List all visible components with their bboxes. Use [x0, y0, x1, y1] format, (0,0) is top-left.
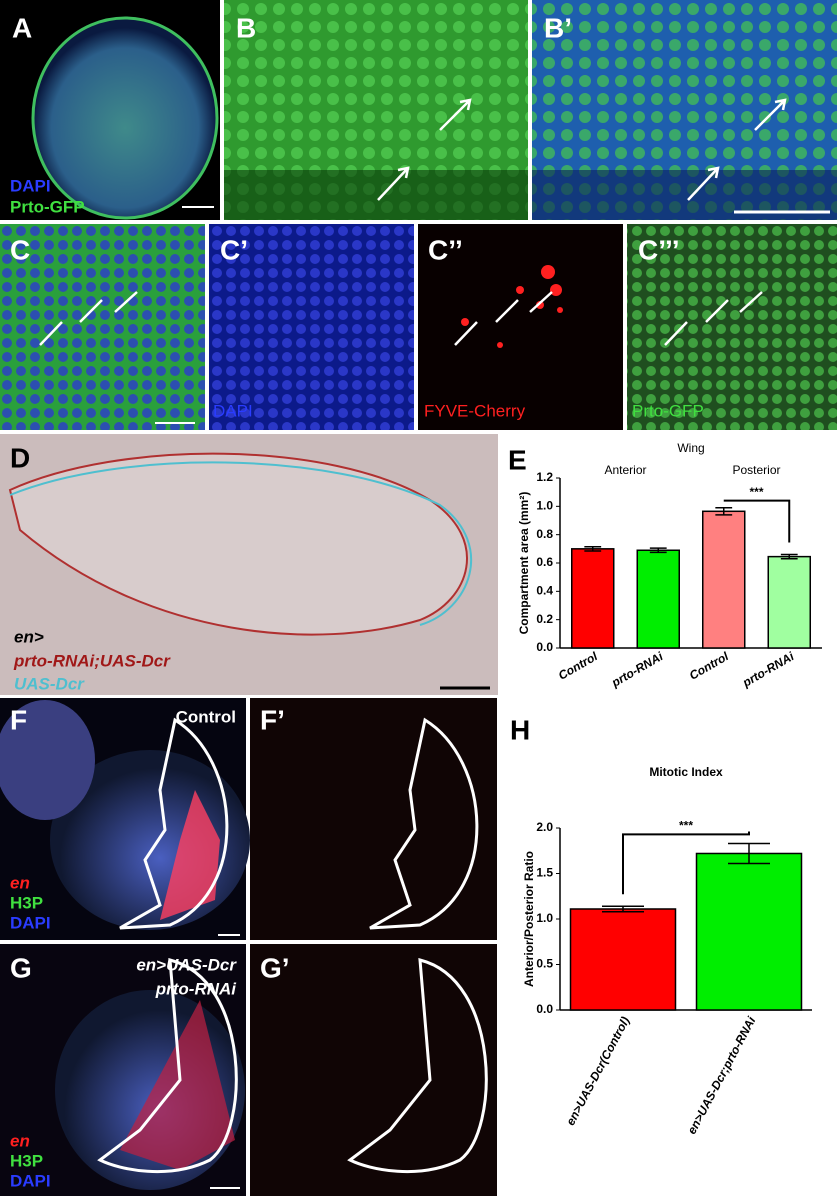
- y-tick-label: 0.8: [536, 527, 553, 541]
- bar: [702, 510, 746, 649]
- image-panel: [250, 944, 497, 1196]
- panel-label: G: [10, 952, 32, 983]
- y-tick-label: 0.6: [536, 555, 553, 569]
- stain-label: FYVE-Cherry: [424, 401, 526, 420]
- puncta: [461, 265, 563, 348]
- panel-label: C’’: [428, 234, 463, 265]
- y-tick-label: 1.5: [536, 866, 553, 880]
- outline: [119, 717, 229, 930]
- y-axis-label: Compartment area (mm²): [517, 492, 531, 635]
- genotype: prto-RNAi;UAS-Dcr: [13, 651, 171, 670]
- panel-label: D: [10, 442, 30, 473]
- stain-label: DAPI: [213, 401, 253, 420]
- significance-label: ***: [679, 819, 693, 833]
- bar: [571, 548, 615, 649]
- y-tick-label: 1.0: [536, 911, 553, 925]
- image-panel: [627, 224, 837, 430]
- condition: Control: [176, 707, 236, 726]
- bar: [767, 555, 811, 649]
- x-tick-label: Control: [687, 649, 732, 683]
- group-label: Anterior: [604, 463, 646, 477]
- genotype: prto-RNAi: [155, 979, 238, 998]
- stain-label: Prto-GFP: [10, 197, 85, 216]
- y-tick-label: 1.0: [536, 499, 553, 513]
- significance-bracket: [723, 499, 791, 543]
- y-tick-label: 0.2: [536, 612, 553, 626]
- image-panel: [418, 224, 623, 430]
- y-tick-label: 2.0: [536, 820, 553, 834]
- outline: [369, 717, 479, 930]
- bar: [569, 908, 677, 1011]
- group-label: Posterior: [732, 463, 780, 477]
- image-panel: [250, 698, 497, 940]
- x-tick-label: en>UAS-Dcr;prto-RNAi: [685, 1014, 759, 1137]
- x-tick-label: en>UAS-Dcr(Control): [563, 1014, 632, 1127]
- disc: [0, 700, 95, 820]
- panel-label: G’: [260, 952, 290, 983]
- panel-label: F’: [260, 704, 285, 735]
- panel-label: C’: [220, 234, 248, 265]
- y-axis-label: Anterior/Posterior Ratio: [522, 851, 536, 987]
- panel-label: E: [508, 444, 527, 475]
- image-panel: [209, 224, 414, 430]
- x-tick-label: prto-RNAi: [739, 649, 797, 690]
- panel-label: H: [510, 714, 530, 745]
- panel-label: C’’’: [638, 234, 679, 265]
- y-tick-label: 1.2: [536, 470, 553, 484]
- disc: [31, 16, 219, 220]
- panel-label: F: [10, 704, 27, 735]
- panel-label: B’: [544, 12, 572, 43]
- stain-label: DAPI: [10, 1171, 51, 1190]
- chart-title: Wing: [677, 441, 704, 455]
- y-tick-label: 0.0: [536, 640, 553, 654]
- stain-label: DAPI: [10, 176, 51, 195]
- stain-label: Prto-GFP: [632, 401, 704, 420]
- stain-label: en: [10, 873, 30, 892]
- en-region: [160, 790, 220, 920]
- bar: [695, 852, 803, 1011]
- stain-label: en: [10, 1131, 30, 1150]
- y-tick-label: 0.5: [536, 957, 553, 971]
- x-tick-label: Control: [556, 649, 601, 683]
- significance-label: ***: [749, 485, 763, 499]
- image-shadow: [224, 170, 528, 220]
- genotype: en>: [14, 627, 44, 646]
- x-tick-label: prto-RNAi: [608, 649, 666, 690]
- outline: [97, 958, 238, 1173]
- chart-title: Mitotic Index: [649, 765, 723, 779]
- stain-label: H3P: [10, 893, 43, 912]
- wing: [8, 452, 468, 636]
- bar: [636, 549, 680, 649]
- genotype: en>UAS-Dcr: [136, 955, 237, 974]
- arrows: [377, 98, 787, 201]
- outline: [347, 958, 488, 1173]
- stain-label: DAPI: [10, 913, 51, 932]
- significance-bracket: [622, 831, 750, 895]
- wing-outline: [9, 461, 472, 626]
- stain-label: H3P: [10, 1151, 43, 1170]
- panel-label: B: [236, 12, 256, 43]
- panel-label: C: [10, 234, 30, 265]
- y-tick-label: 0.0: [536, 1002, 553, 1016]
- image-panel: [0, 224, 205, 430]
- y-tick-label: 0.4: [536, 584, 553, 598]
- panel-label: A: [12, 12, 32, 43]
- genotype: UAS-Dcr: [14, 674, 85, 693]
- arrows: [39, 291, 763, 346]
